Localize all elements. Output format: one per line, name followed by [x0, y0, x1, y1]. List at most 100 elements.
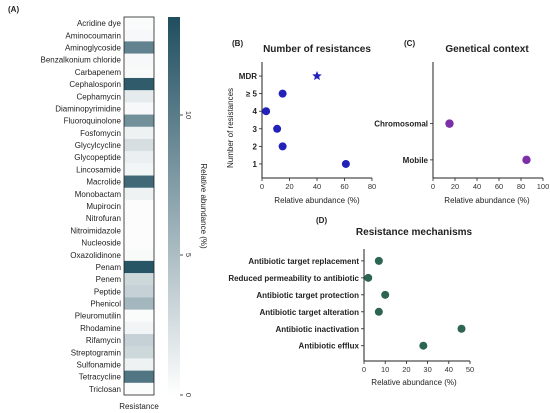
y-tick-label: Antibiotic target protection — [256, 291, 359, 300]
x-tick-label: 20 — [451, 182, 459, 191]
data-point — [445, 119, 454, 128]
heatmap-cell — [124, 382, 154, 396]
x-tick-label: 40 — [473, 182, 481, 191]
heatmap-row-label: Glycopeptide — [74, 153, 121, 162]
heatmap-xlabel: Resistance — [119, 402, 159, 411]
heatmap-row-label: Pleuromutilin — [75, 312, 121, 321]
heatmap-cell — [124, 41, 154, 54]
x-tick-label: 30 — [423, 365, 431, 374]
data-point — [522, 155, 531, 165]
x-tick-label: 20 — [285, 182, 293, 191]
y-tick-label: 1 — [253, 160, 258, 169]
y-tick-label: Reduced permeability to antibiotic — [228, 274, 359, 283]
panel-d-title: Resistance mechanisms — [356, 227, 473, 238]
panel-d-plot: 0 10 20 30 40 50 Antibiotic efflux Antibiotic i… — [228, 249, 474, 374]
panel-b-xlabel: Relative abundance (%) — [274, 196, 360, 205]
x-tick-label: 100 — [537, 182, 550, 191]
heatmap-row-label: Glycylcycline — [75, 141, 122, 150]
heatmap-cell — [124, 175, 154, 189]
heatmap-cell — [124, 163, 154, 176]
y-tick-label: 4 — [253, 107, 258, 116]
y-tick-label: Mobile — [403, 156, 429, 165]
heatmap-cell — [124, 346, 154, 359]
heatmap-frame — [123, 16, 155, 396]
heatmap-cell — [124, 358, 154, 371]
heatmap-row-label: Phenicol — [90, 300, 121, 309]
heatmap-row-label: Tetracycline — [79, 373, 122, 382]
y-tick-label: Antibiotic efflux — [299, 342, 360, 351]
heatmap-cell — [124, 260, 154, 274]
heatmap-row-label: Cephalosporin — [69, 80, 121, 89]
panel-b-title: Number of resistances — [263, 44, 371, 55]
heatmap-row-label: Benzalkonium chloride — [41, 56, 122, 65]
heatmap-row-label: Fosfomycin — [80, 129, 121, 138]
heatmap-cell — [124, 151, 154, 164]
data-point — [364, 273, 373, 282]
heatmap-cell — [124, 199, 154, 213]
x-tick-label: 50 — [466, 365, 474, 374]
heatmap-cell — [124, 187, 154, 201]
heatmap-row-label: Nitrofuran — [86, 214, 121, 223]
heatmap-row-label: Aminoglycoside — [65, 43, 122, 52]
panel-c-tag: (C) — [404, 39, 415, 48]
heatmap-cell — [124, 273, 154, 286]
x-tick-label: 0 — [260, 182, 264, 191]
heatmap-cell — [124, 321, 154, 335]
y-tick-label: 2 — [253, 142, 258, 151]
heatmap-cell — [124, 138, 154, 152]
panel-d-xlabel: Relative abundance (%) — [371, 378, 457, 387]
colorbar-ticks: 0 5 10 — [180, 111, 193, 397]
heatmap-row-label: Nucleoside — [81, 239, 121, 248]
heatmap-row-label: Macrolide — [86, 178, 121, 187]
heatmap-cell — [124, 248, 154, 262]
x-tick-label: 40 — [313, 182, 321, 191]
y-tick-label: 3 — [253, 125, 258, 134]
y-tick-label: Chromosomal — [374, 120, 428, 129]
heatmap-row-label: Diaminopyrimidine — [55, 104, 121, 113]
panel-c-plot: 0 20 40 60 80 100 Mobile Chromosomal — [374, 62, 549, 191]
heatmap-row-label: Lincosamide — [76, 165, 121, 174]
heatmap-row-label: Sulfonamide — [77, 361, 122, 370]
y-tick-label: MDR — [239, 72, 257, 81]
data-point — [419, 341, 428, 350]
panel-c-xlabel: Relative abundance (%) — [444, 196, 530, 205]
heatmap-row-labels: Acridine dye Aminocoumarin Aminoglycoside B… — [41, 19, 122, 394]
panel-d: (D) Resistance mechanisms 0 10 20 30 40 50 Ant… — [228, 216, 474, 387]
colorbar-label: Relative abundance (%) — [199, 163, 208, 249]
data-point — [374, 256, 383, 265]
heatmap-cell — [124, 29, 154, 42]
data-point-star — [312, 71, 322, 81]
colorbar-tick-label: 0 — [184, 393, 193, 397]
heatmap-row-label: Cephamycin — [77, 92, 121, 101]
heatmap-cell — [124, 224, 154, 237]
panel-a-tag: (A) — [8, 5, 19, 14]
data-point — [381, 290, 390, 299]
heatmap-row-label: Carbapenem — [75, 68, 122, 77]
x-tick-label: 0 — [362, 365, 366, 374]
heatmap-cell — [124, 102, 154, 115]
heatmap-cell — [124, 77, 154, 91]
heatmap-cell — [124, 285, 154, 298]
heatmap-row-label: Penem — [96, 275, 122, 284]
panel-b-tag: (B) — [232, 39, 243, 48]
x-tick-label: 60 — [495, 182, 503, 191]
heatmap-cell — [124, 53, 154, 67]
panel-c-title: Genetical context — [445, 44, 529, 55]
heatmap-row-label: Peptide — [94, 287, 122, 296]
heatmap-row-label: Mupirocin — [86, 202, 121, 211]
x-tick-label: 80 — [517, 182, 525, 191]
heatmap-row-label: Rhodamine — [80, 324, 121, 333]
heatmap-cell — [124, 17, 154, 30]
heatmap-cell — [124, 334, 154, 347]
heatmap-cell — [124, 309, 154, 323]
y-tick-label: Antibiotic target replacement — [248, 257, 359, 266]
x-tick-label: 60 — [340, 182, 348, 191]
x-tick-label: 40 — [445, 365, 453, 374]
heatmap-row-label: Monobactam — [75, 190, 122, 199]
heatmap-row-label: Oxazolidinone — [70, 251, 121, 260]
y-tick-label: Antibiotic target alteration — [259, 308, 359, 317]
heatmap-cell — [124, 297, 154, 310]
panel-c: (C) Genetical context 0 20 40 60 80 100 Mobile… — [374, 39, 549, 205]
heatmap-row-label: Triclosan — [89, 385, 121, 394]
